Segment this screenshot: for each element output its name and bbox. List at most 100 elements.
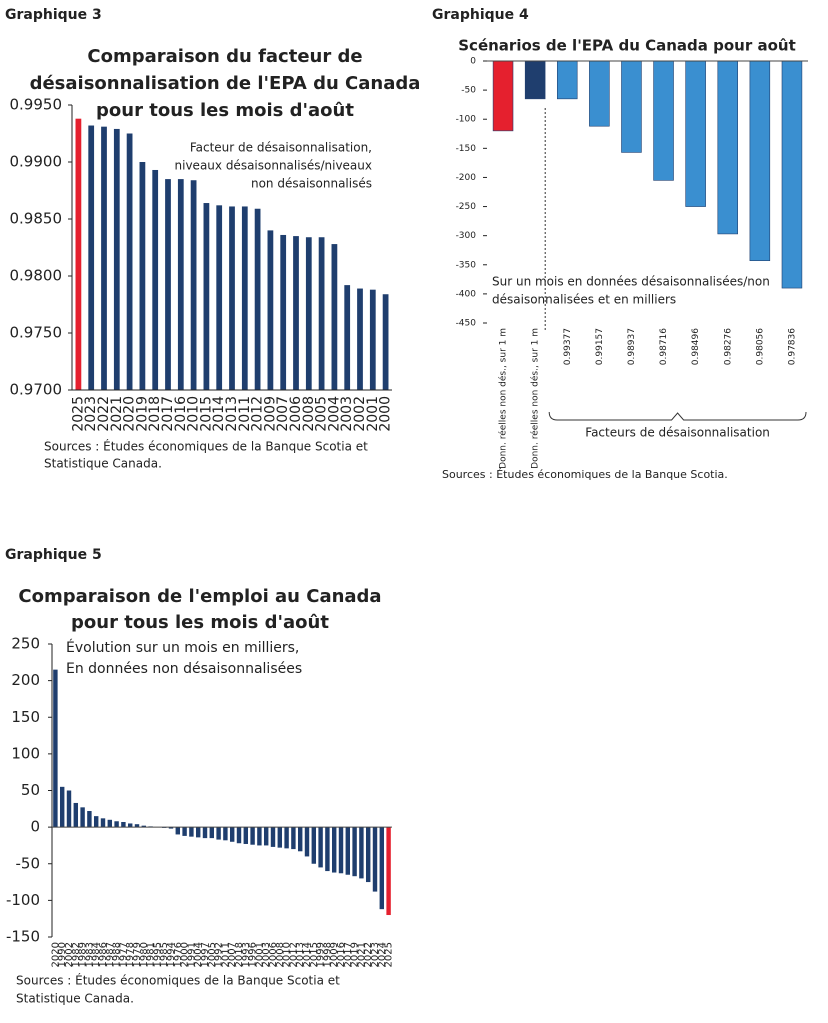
bar: [621, 60, 642, 153]
x-tick-label: 1977: [118, 942, 129, 967]
bar: [190, 180, 197, 390]
bar: [267, 230, 274, 390]
x-tick-label: 1980: [139, 942, 150, 967]
bar: [127, 823, 133, 828]
y-tick-label: 0.9700: [10, 381, 63, 399]
x-tick-label: 1993: [241, 942, 252, 967]
bar: [189, 827, 194, 837]
annotation: Facteur de désaisonnalisation,: [190, 141, 372, 155]
x-tick-label: 1989: [78, 942, 89, 967]
x-tick-label: 0.98496: [691, 328, 701, 365]
bar: [589, 60, 610, 127]
bar: [114, 821, 119, 828]
x-tick-label: 2001: [365, 396, 381, 432]
x-tick-label: 2001: [254, 942, 265, 967]
x-tick-label: 1987: [105, 942, 116, 967]
x-tick-label: 2009: [329, 942, 340, 967]
bar: [338, 827, 344, 874]
x-tick-label: 2013: [224, 396, 240, 432]
bar: [331, 244, 338, 390]
x-tick-label: 2004: [193, 942, 204, 967]
x-tick-label: 0.97836: [787, 328, 797, 365]
x-tick-label: 1986: [98, 942, 109, 967]
bar: [113, 128, 120, 390]
bar: [53, 669, 58, 828]
x-tick-label: 2002: [64, 942, 75, 967]
x-tick-label: 2006: [288, 396, 304, 432]
x-tick-label: 2018: [234, 942, 245, 967]
chart-title: désaisonnalisation de l'EPA du Canada: [30, 73, 421, 94]
y-tick-label: -100: [456, 115, 477, 125]
bar: [66, 790, 72, 828]
bar: [270, 827, 276, 847]
bar: [254, 208, 261, 390]
bar: [250, 827, 255, 845]
y-tick-label: 150: [11, 708, 40, 726]
bar: [280, 234, 287, 390]
bar: [369, 289, 376, 390]
bar: [203, 203, 210, 390]
x-tick-label: 1984: [91, 942, 102, 967]
x-tick-label: 2017: [160, 396, 176, 432]
x-tick-label: 1985: [159, 942, 170, 967]
bar: [152, 169, 159, 390]
annotation: non désaisonnalisés: [251, 177, 372, 191]
x-tick-label: 1981: [146, 942, 157, 967]
y-tick-label: 100: [11, 744, 40, 762]
bar: [134, 824, 140, 828]
bar: [556, 60, 578, 100]
chart-label: Graphique 4: [432, 7, 529, 23]
bar: [121, 821, 126, 828]
x-tick-label: 2019: [350, 942, 361, 967]
bar: [59, 786, 65, 828]
x-tick-label: 2015: [309, 942, 320, 967]
bar: [101, 126, 107, 390]
bar: [311, 827, 317, 864]
bar: [345, 827, 351, 875]
bar: [177, 179, 184, 390]
x-tick-label: 2020: [50, 942, 61, 967]
x-tick-label: 2009: [262, 396, 278, 432]
x-tick-label: 2008: [301, 396, 317, 432]
y-tick-label: -250: [456, 202, 477, 212]
y-tick-label: -100: [6, 891, 40, 909]
x-tick-label: 0.98716: [659, 328, 669, 365]
y-tick-label: 0: [30, 818, 40, 836]
chart-label: Graphique 5: [5, 547, 102, 563]
x-tick-label: 1983: [84, 942, 95, 967]
x-tick-label: 2000: [180, 942, 191, 967]
annotation: Sur un mois en données désaisonnalisées/…: [492, 275, 770, 289]
y-tick-label: -50: [461, 86, 476, 96]
x-tick-label: 2022: [363, 942, 374, 967]
x-tick-label: 2008: [275, 942, 286, 967]
x-tick-label: 2025: [70, 396, 86, 432]
bar: [492, 60, 514, 132]
x-tick-label: 1990: [57, 942, 68, 967]
chart-title: Comparaison du facteur de: [87, 46, 362, 67]
x-tick-label: 1997: [200, 942, 211, 967]
bar: [293, 236, 299, 390]
x-tick-label: 2021: [356, 942, 367, 967]
y-tick-label: 0.9900: [10, 153, 63, 171]
x-tick-label: 2011: [237, 396, 253, 432]
bar: [229, 206, 235, 390]
x-tick-label: 1979: [132, 942, 143, 967]
bar: [386, 827, 391, 916]
bar: [524, 60, 546, 100]
bar: [257, 827, 262, 846]
x-tick-label: 2005: [314, 396, 330, 432]
x-tick-label: 2018: [147, 396, 163, 432]
y-tick-label: -350: [456, 260, 477, 270]
bar: [141, 825, 147, 828]
bar: [325, 827, 330, 872]
bar: [365, 827, 371, 883]
bar: [195, 827, 201, 838]
x-tick-label: 0.98276: [723, 328, 733, 365]
bar: [379, 827, 385, 910]
bar: [202, 827, 208, 839]
source: Sources : Études économiques de la Banqu…: [442, 468, 728, 481]
y-tick-label: -150: [456, 144, 477, 154]
x-tick-label: 0.98937: [627, 328, 637, 365]
bar: [277, 827, 283, 848]
x-tick-label: 2005: [207, 942, 218, 967]
